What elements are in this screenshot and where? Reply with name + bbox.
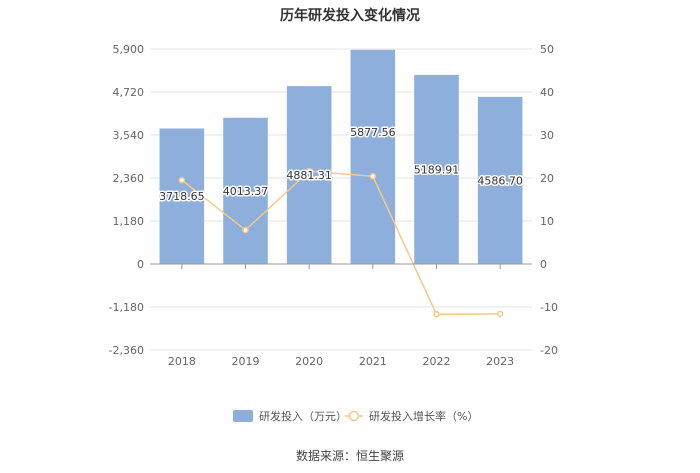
line-point: [179, 178, 184, 183]
source-text: 数据来源：恒生聚源: [296, 448, 404, 463]
line-point: [498, 311, 503, 316]
line-point: [243, 228, 248, 233]
bar-value-label: 4881.31: [286, 169, 332, 182]
y-left-tick-label: 4,720: [113, 86, 145, 99]
y-right-tick-label: 0: [540, 258, 547, 271]
bar: [351, 50, 396, 264]
y-left-tick-label: 5,900: [113, 43, 145, 56]
legend-bar-swatch[interactable]: [233, 410, 253, 422]
bar-value-label: 3718.65: [159, 190, 205, 203]
x-tick-label: 2019: [232, 355, 260, 368]
y-left-tick-label: 3,540: [113, 129, 145, 142]
bar-value-label: 5189.91: [414, 163, 460, 176]
y-right-tick-label: 20: [540, 172, 554, 185]
bar-layer: [160, 50, 523, 264]
y-right-tick-label: -10: [540, 301, 558, 314]
y-left-tick-label: 0: [137, 258, 144, 271]
chart-title: 历年研发投入变化情况: [280, 7, 420, 24]
y-right-tick-label: 50: [540, 43, 554, 56]
label-layer: 3718.65 4013.37 4881.31 5877.56 5189.91 4586.…: [159, 126, 523, 203]
y-right-tick-label: 40: [540, 86, 554, 99]
y-right-tick-label: -20: [540, 344, 558, 357]
x-tick-label: 2022: [423, 355, 451, 368]
legend-line-marker: [350, 412, 359, 421]
bar-value-label: 4586.70: [477, 174, 523, 187]
y-left-tick-label: -2,360: [109, 344, 144, 357]
legend-line-label[interactable]: 研发投入增长率（%）: [369, 409, 478, 423]
line-point: [434, 312, 439, 317]
y-left-tick-label: 1,180: [113, 215, 145, 228]
y-left-tick-label: -1,180: [109, 301, 144, 314]
bar-value-label: 5877.56: [350, 126, 396, 139]
x-tick-label: 2023: [486, 355, 514, 368]
y-left-tick-label: 2,360: [113, 172, 145, 185]
y-right-tick-label: 10: [540, 215, 554, 228]
x-tick-label: 2021: [359, 355, 387, 368]
bar-value-label: 4013.37: [223, 185, 269, 198]
legend: 研发投入（万元） 研发投入增长率（%）: [233, 409, 478, 423]
x-tick-label: 2018: [168, 355, 196, 368]
legend-bar-label[interactable]: 研发投入（万元）: [259, 409, 347, 423]
x-tick-label: 2020: [295, 355, 323, 368]
y-right-tick-label: 30: [540, 129, 554, 142]
line-point: [370, 174, 375, 179]
